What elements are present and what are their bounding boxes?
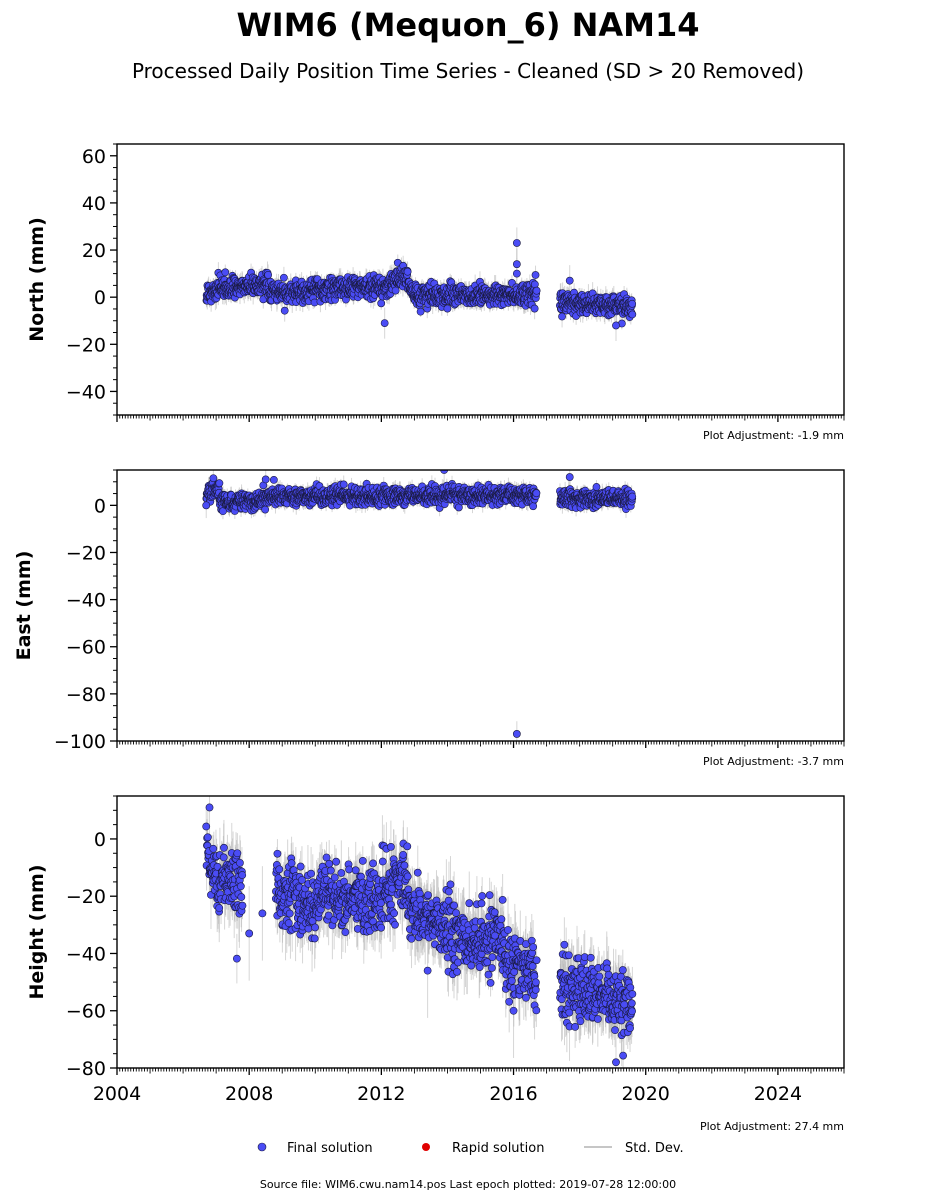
- data-point: [215, 479, 224, 488]
- data-point: [377, 299, 386, 308]
- data-point: [530, 304, 539, 313]
- data-point: [558, 312, 566, 321]
- data-point: [403, 267, 412, 276]
- data-point: [628, 299, 637, 308]
- east-points: [202, 470, 637, 738]
- data-point: [565, 276, 574, 285]
- data-point: [628, 310, 637, 319]
- north-ytick-label: 20: [82, 240, 106, 262]
- data-point: [512, 269, 521, 278]
- data-point: [280, 306, 289, 315]
- data-point: [512, 260, 521, 269]
- north-ytick-label: 0: [94, 287, 106, 309]
- data-point: [264, 270, 273, 279]
- data-point: [512, 239, 521, 247]
- data-point: [612, 321, 620, 330]
- panel-north: −40 −20 0 20 40 60 North (mm) Plot Adjustment: …: [26, 143, 845, 442]
- data-point: [279, 273, 288, 282]
- data-point: [380, 319, 389, 327]
- data-point: [532, 286, 541, 295]
- data-point: [391, 286, 400, 295]
- data-point: [261, 505, 270, 514]
- north-ytick-label: −20: [66, 334, 106, 356]
- north-ylabel: North (mm): [26, 217, 48, 342]
- north-ytick-label: 60: [82, 146, 106, 168]
- data-point: [221, 268, 230, 277]
- north-points: [202, 239, 637, 330]
- north-ytick-label: 40: [82, 193, 106, 215]
- data-point: [416, 307, 425, 316]
- figure-title: WIM6 (Mequon_6) NAM14: [236, 6, 699, 44]
- figure-subtitle: Processed Daily Position Time Series - C…: [132, 59, 804, 83]
- data-point: [443, 304, 452, 313]
- panels: −40 −20 0 20 40 60 North (mm) Plot Adjustment: …: [13, 143, 845, 1133]
- data-point: [531, 271, 540, 279]
- data-point: [209, 474, 218, 483]
- north-plot-adjustment: Plot Adjustment: -1.9 mm: [703, 429, 844, 442]
- data-point: [269, 475, 278, 484]
- north-ytick-label: −40: [66, 381, 106, 403]
